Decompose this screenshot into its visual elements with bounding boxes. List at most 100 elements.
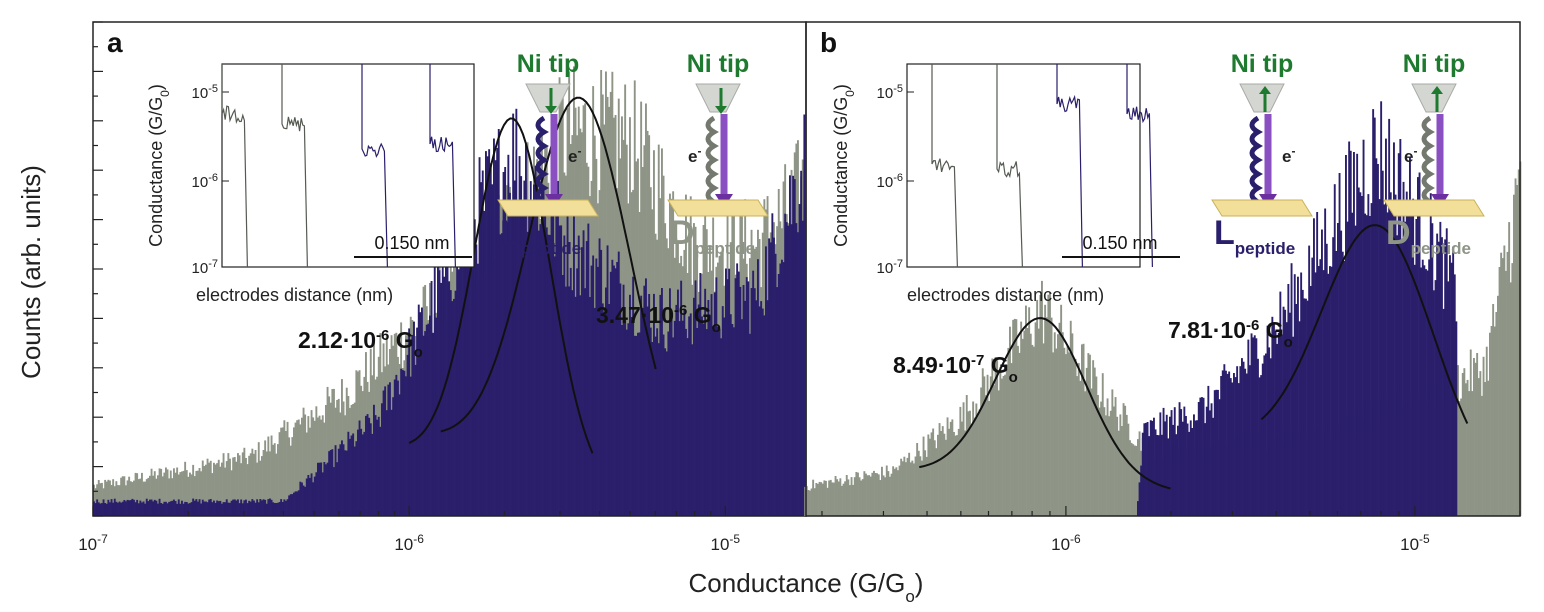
inset-y-tick-label: 10-5 <box>877 83 903 102</box>
histogram-bar <box>782 262 785 516</box>
inset-y-tick-label: 10-5 <box>192 83 218 102</box>
histogram-bar <box>1413 264 1416 516</box>
histogram-bar <box>1121 426 1123 516</box>
histogram-bar <box>365 415 367 516</box>
histogram-bar <box>798 204 801 516</box>
histogram-bar <box>657 144 660 516</box>
histogram-bar <box>286 499 289 516</box>
histogram-bar <box>1325 243 1328 517</box>
histogram-bar <box>804 486 807 516</box>
histogram-bar <box>190 502 193 516</box>
histogram-bar <box>1399 139 1402 516</box>
histogram-bar <box>581 247 583 516</box>
histogram-bar <box>409 376 412 516</box>
histogram-bar <box>497 129 500 516</box>
histogram-bar <box>93 484 95 516</box>
histogram-bar <box>449 290 452 516</box>
histogram-bar <box>1305 298 1307 516</box>
histogram-bar <box>978 409 981 516</box>
ni-tip-icon <box>1411 83 1457 113</box>
histogram-bar <box>585 241 588 516</box>
histogram-bar <box>621 325 623 516</box>
histogram-bar <box>144 481 147 516</box>
histogram-bar <box>437 262 439 516</box>
histogram-bar <box>1508 222 1511 516</box>
histogram-bar <box>211 473 214 516</box>
histogram-bar <box>1506 251 1509 516</box>
histogram-bar <box>470 253 473 516</box>
histogram-bar <box>1087 353 1090 516</box>
histogram-bar <box>1053 332 1056 516</box>
histogram-bar <box>1193 414 1195 516</box>
histogram-bar <box>337 448 340 516</box>
histogram-bar <box>785 222 788 516</box>
histogram-bar <box>665 351 668 516</box>
histogram-bar <box>288 437 291 516</box>
x-tick-label: 10-5 <box>710 532 740 554</box>
histogram-bar <box>670 318 673 516</box>
histogram-bar <box>105 481 108 516</box>
histogram-bar <box>318 462 321 516</box>
histogram-bar <box>1093 367 1096 516</box>
histogram-bar <box>448 281 451 516</box>
histogram-bar <box>128 500 131 516</box>
histogram-bar <box>1258 377 1261 516</box>
histogram-bar <box>1045 317 1048 516</box>
histogram-bar <box>379 426 382 516</box>
histogram-bar <box>269 451 271 516</box>
histogram-bar <box>99 503 102 516</box>
histogram-bar <box>206 458 209 516</box>
histogram-bar <box>552 176 555 516</box>
histogram-bar <box>941 426 944 516</box>
histogram-bar <box>949 421 952 516</box>
histogram-bar <box>1442 308 1445 516</box>
histogram-bar <box>317 462 319 516</box>
histogram-bar <box>1298 321 1301 516</box>
histogram-bar <box>1468 391 1471 516</box>
histogram-bar <box>1457 365 1459 516</box>
histogram-bar <box>145 498 148 516</box>
histogram-bar <box>153 471 156 516</box>
histogram-bar <box>453 298 455 516</box>
histogram-bar <box>544 205 547 516</box>
histogram-bar <box>1129 440 1131 516</box>
histogram-bar <box>281 427 284 516</box>
histogram-bar <box>787 225 790 516</box>
histogram-bar <box>1420 267 1423 516</box>
histogram-bar <box>635 335 638 516</box>
histogram-bar <box>230 500 233 516</box>
histogram-bar <box>441 260 444 516</box>
histogram-bar <box>1292 336 1295 516</box>
histogram-bar <box>1284 309 1287 516</box>
histogram-bar <box>158 498 161 516</box>
histogram-bar <box>1133 445 1136 516</box>
histogram-bar <box>1247 339 1250 516</box>
histogram-bar <box>1461 373 1464 516</box>
electron-label: e- <box>568 144 581 166</box>
histogram-bar <box>283 499 286 516</box>
peptide-helix-icon <box>1421 115 1435 205</box>
histogram-bar <box>1244 368 1247 516</box>
inset-y-axis-label: Conductance (G/G0) <box>831 84 857 247</box>
inset-y-axis-label: Conductance (G/G0) <box>146 84 172 247</box>
histogram-bar <box>935 448 938 516</box>
histogram-bar <box>205 501 207 516</box>
histogram-bar <box>769 242 772 516</box>
histogram-bar <box>213 500 215 516</box>
histogram-bar <box>1079 380 1082 516</box>
histogram-bar <box>331 449 334 516</box>
histogram-bar <box>742 285 745 516</box>
histogram-bar <box>173 468 175 516</box>
histogram-bar <box>238 455 241 516</box>
histogram-bar <box>1375 158 1378 517</box>
histogram-bar <box>233 457 236 516</box>
histogram-bar <box>1122 403 1125 516</box>
histogram-bar <box>1229 378 1232 516</box>
histogram-bar <box>278 502 281 516</box>
histogram-bar <box>501 233 503 516</box>
histogram-bar <box>430 281 433 516</box>
histogram-bar <box>709 315 711 516</box>
histogram-bar <box>120 477 123 516</box>
tip-molecule-scheme: Ni tip e- Dpeptide <box>1383 50 1485 258</box>
histogram-bar <box>720 338 723 516</box>
